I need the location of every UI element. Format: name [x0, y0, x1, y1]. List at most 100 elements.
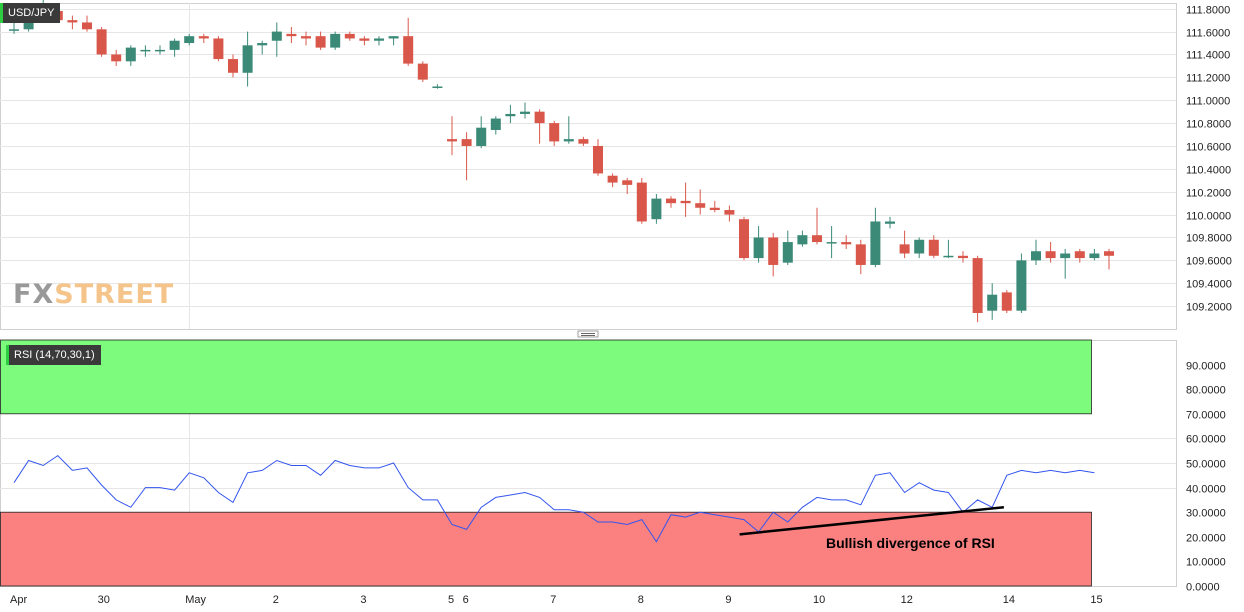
- x-tick-label: 8: [638, 594, 644, 606]
- candle-body-up: [885, 221, 895, 224]
- candle-body-down: [344, 33, 355, 39]
- candle-body-up: [169, 40, 180, 50]
- candle-body-down: [972, 258, 983, 313]
- x-tick-label: 15: [1090, 594, 1102, 606]
- rsi-label: RSI (14,70,30,1): [14, 349, 95, 361]
- candle-body-down: [709, 207, 720, 211]
- rsi-tick-label: 60.0000: [1186, 434, 1226, 446]
- candle-body-up: [987, 294, 998, 311]
- candle-body-up: [242, 45, 253, 73]
- price-tick-label: 110.6000: [1186, 142, 1231, 154]
- price-tick-label: 111.8000: [1186, 5, 1230, 17]
- x-tick-label: 10: [813, 594, 825, 606]
- rsi-tick-label: 0.0000: [1186, 582, 1220, 594]
- x-tick-label: 3: [360, 594, 366, 606]
- price-pane-frame: [0, 3, 1177, 330]
- divergence-annotation: Bullish divergence of RSI: [826, 535, 995, 551]
- price-tick-label: 111.4000: [1186, 50, 1230, 62]
- price-tick-label: 110.2000: [1186, 188, 1231, 200]
- candle-body-down: [607, 175, 618, 183]
- x-tick-label: 5: [448, 594, 454, 606]
- x-tick-label: 12: [901, 594, 913, 606]
- candle-body-down: [739, 219, 749, 259]
- candle-body-up: [563, 139, 574, 142]
- candle-body-down: [461, 139, 472, 146]
- candle-body-down: [301, 36, 311, 39]
- candle-body-up: [330, 33, 341, 48]
- price-tick-label: 111.0000: [1186, 96, 1230, 108]
- candle-body-up: [753, 237, 764, 259]
- candle-body-up: [125, 47, 136, 62]
- rsi-line: [13, 454, 1095, 543]
- fxstreet-watermark: FXSTREET: [13, 279, 174, 310]
- candle-body-up: [1031, 251, 1041, 261]
- candle-body-up: [870, 221, 881, 265]
- candle-body-up: [140, 49, 151, 52]
- x-tick-label: 14: [1003, 594, 1015, 606]
- rsi-tick-label: 70.0000: [1186, 410, 1226, 422]
- candle-body-down: [417, 63, 428, 80]
- candle-body-up: [490, 118, 501, 130]
- candle-body-up: [1016, 260, 1027, 311]
- rsi-oversold-zone: [0, 511, 1092, 587]
- candle-body-down: [549, 123, 560, 142]
- rsi-tick-label: 40.0000: [1186, 484, 1226, 496]
- rsi-tick-label: 30.0000: [1186, 508, 1226, 520]
- candle-body-down: [593, 145, 603, 174]
- price-tick-label: 110.4000: [1186, 165, 1231, 177]
- price-tick-label: 110.0000: [1186, 211, 1231, 223]
- candle-body-up: [826, 242, 837, 244]
- rsi-tick-label: 50.0000: [1186, 459, 1226, 471]
- price-tick-label: 111.2000: [1186, 73, 1230, 85]
- price-tick-label: 109.2000: [1186, 302, 1232, 314]
- candle-body-down: [855, 244, 866, 265]
- candle-body-down: [67, 20, 78, 23]
- candle-body-up: [505, 113, 516, 117]
- rsi-overbought-zone: [0, 339, 1092, 415]
- candle-body-down: [82, 22, 92, 30]
- candle-body-up: [1060, 253, 1071, 259]
- rsi-tick-label: 80.0000: [1186, 385, 1226, 397]
- candle-body-up: [257, 43, 268, 46]
- candle-body-up: [432, 86, 443, 89]
- symbol-badge: USD/JPY: [0, 3, 61, 23]
- candle-body-down: [213, 38, 224, 60]
- candle-body-down: [724, 210, 735, 215]
- x-tick-label: 30: [98, 594, 110, 606]
- candle-body-down: [534, 111, 545, 124]
- candle-body-down: [636, 182, 647, 222]
- candle-body-down: [666, 198, 676, 204]
- candle-body-up: [797, 235, 808, 245]
- rsi-badge: RSI (14,70,30,1): [6, 345, 101, 365]
- candle-body-down: [1045, 251, 1056, 259]
- candle-body-down: [1104, 251, 1114, 256]
- x-tick-label: Apr: [10, 594, 27, 606]
- rsi-badge-accent: [6, 345, 9, 365]
- candle-body-down: [695, 203, 706, 208]
- candle-body-down: [928, 239, 939, 256]
- candle-body-up: [374, 38, 384, 41]
- watermark-fx: FX: [13, 279, 55, 310]
- candle-body-down: [768, 237, 779, 265]
- candle-body-up: [271, 31, 282, 41]
- candle-body-up: [388, 36, 399, 39]
- x-tick-label: 2: [273, 594, 279, 606]
- price-tick-label: 109.8000: [1186, 233, 1232, 245]
- price-tick-label: 109.4000: [1186, 279, 1232, 291]
- candle-body-down: [228, 59, 238, 73]
- watermark-street: STREET: [54, 279, 175, 310]
- candle-body-up: [520, 111, 530, 114]
- candle-body-down: [111, 54, 122, 62]
- price-tick-label: 110.8000: [1186, 119, 1231, 131]
- candle-body-down: [198, 36, 209, 39]
- candle-body-down: [680, 200, 691, 204]
- candle-body-up: [1089, 253, 1100, 259]
- candle-body-down: [841, 242, 852, 245]
- x-tick-label: 6: [463, 594, 469, 606]
- candle-body-up: [155, 49, 165, 52]
- candle-body-down: [315, 36, 326, 48]
- candle-body-up: [184, 36, 195, 44]
- symbol-badge-accent: [0, 3, 3, 23]
